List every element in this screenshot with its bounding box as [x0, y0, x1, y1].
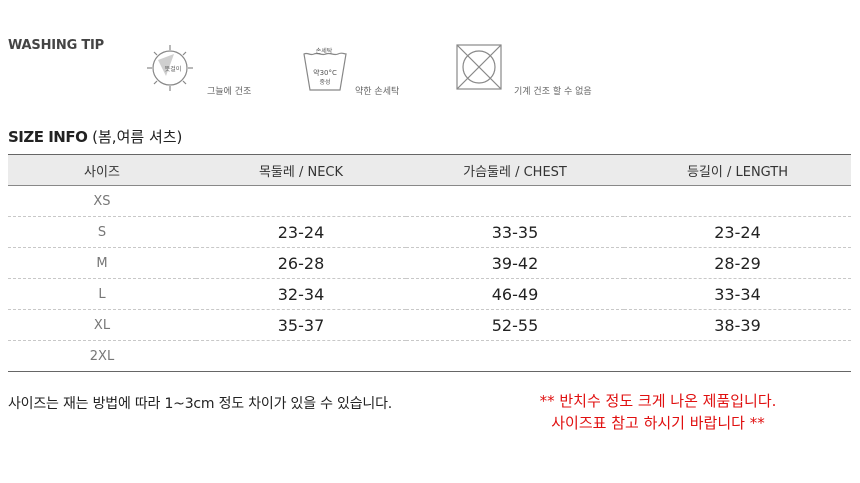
length-cell: 28-29	[624, 247, 851, 279]
hand-wash-icon: 손세탁 약30°C 중성	[303, 47, 347, 91]
neck-cell: 35-37	[196, 309, 406, 341]
size-cell: XL	[8, 309, 196, 341]
chest-cell: 46-49	[406, 278, 624, 310]
wash-item-hand-wash: 손세탁 약30°C 중성	[298, 44, 350, 96]
size-table: 사이즈 목둘레 / NECK 가슴둘레 / CHEST 등길이 / LENGTH…	[8, 154, 851, 372]
measurement-note: 사이즈는 재는 방법에 따라 1~3cm 정도 차이가 있을 수 있습니다.	[8, 396, 393, 412]
table-row: XS	[8, 185, 851, 217]
svg-text:뜻걸이: 뜻걸이	[165, 65, 182, 73]
washing-tip-title: WASHING TIP	[8, 38, 105, 53]
table-row: S 23-24 33-35 23-24	[8, 216, 851, 248]
table-row: XL 35-37 52-55 38-39	[8, 309, 851, 341]
neck-cell: 32-34	[196, 278, 406, 310]
size-table-header: 사이즈 목둘레 / NECK 가슴둘레 / CHEST 등길이 / LENGTH	[8, 154, 851, 186]
sizing-warning: ** 반치수 정도 크게 나온 제품입니다. 사이즈표 참고 하시기 바랍니다 …	[508, 390, 808, 434]
length-cell	[624, 340, 851, 372]
table-row: 2XL	[8, 340, 851, 372]
sizing-warning-line1: ** 반치수 정도 크게 나온 제품입니다.	[539, 392, 777, 410]
header-chest: 가슴둘레 / CHEST	[406, 154, 624, 186]
size-info-title: SIZE INFO (봄,여름 셔츠)	[8, 126, 182, 147]
length-cell	[624, 185, 851, 217]
size-cell: 2XL	[8, 340, 196, 372]
svg-text:중성: 중성	[319, 78, 330, 86]
chest-cell: 39-42	[406, 247, 624, 279]
wash-item-shade-dry: 뜻걸이	[144, 42, 196, 94]
hand-wash-caption: 약한 손세탁	[355, 87, 400, 97]
neck-cell	[196, 185, 406, 217]
shade-dry-caption: 그늘에 건조	[207, 87, 252, 97]
wash-item-no-tumble-dry	[452, 40, 506, 94]
header-size: 사이즈	[8, 154, 196, 186]
shade-dry-icon: 뜻걸이	[147, 45, 193, 91]
length-cell: 23-24	[624, 216, 851, 248]
no-tumble-dry-caption: 기계 건조 할 수 없음	[514, 87, 592, 97]
neck-cell: 26-28	[196, 247, 406, 279]
size-cell: XS	[8, 185, 196, 217]
size-cell: M	[8, 247, 196, 279]
header-length: 등길이 / LENGTH	[624, 154, 851, 186]
chest-cell: 52-55	[406, 309, 624, 341]
neck-cell: 23-24	[196, 216, 406, 248]
size-info-title-ko: (봄,여름 셔츠)	[92, 128, 183, 146]
size-cell: S	[8, 216, 196, 248]
chest-cell	[406, 185, 624, 217]
table-row: L 32-34 46-49 33-34	[8, 278, 851, 310]
table-row: M 26-28 39-42 28-29	[8, 247, 851, 279]
length-cell: 33-34	[624, 278, 851, 310]
sizing-warning-line2: 사이즈표 참고 하시기 바랍니다 **	[551, 414, 765, 432]
length-cell: 38-39	[624, 309, 851, 341]
header-neck: 목둘레 / NECK	[196, 154, 406, 186]
chest-cell	[406, 340, 624, 372]
size-cell: L	[8, 278, 196, 310]
svg-text:손세탁: 손세탁	[316, 47, 333, 55]
svg-text:약30°C: 약30°C	[313, 68, 337, 77]
chest-cell: 33-35	[406, 216, 624, 248]
no-tumble-dry-icon	[456, 44, 502, 90]
size-info-title-en: SIZE INFO	[8, 128, 88, 146]
neck-cell	[196, 340, 406, 372]
